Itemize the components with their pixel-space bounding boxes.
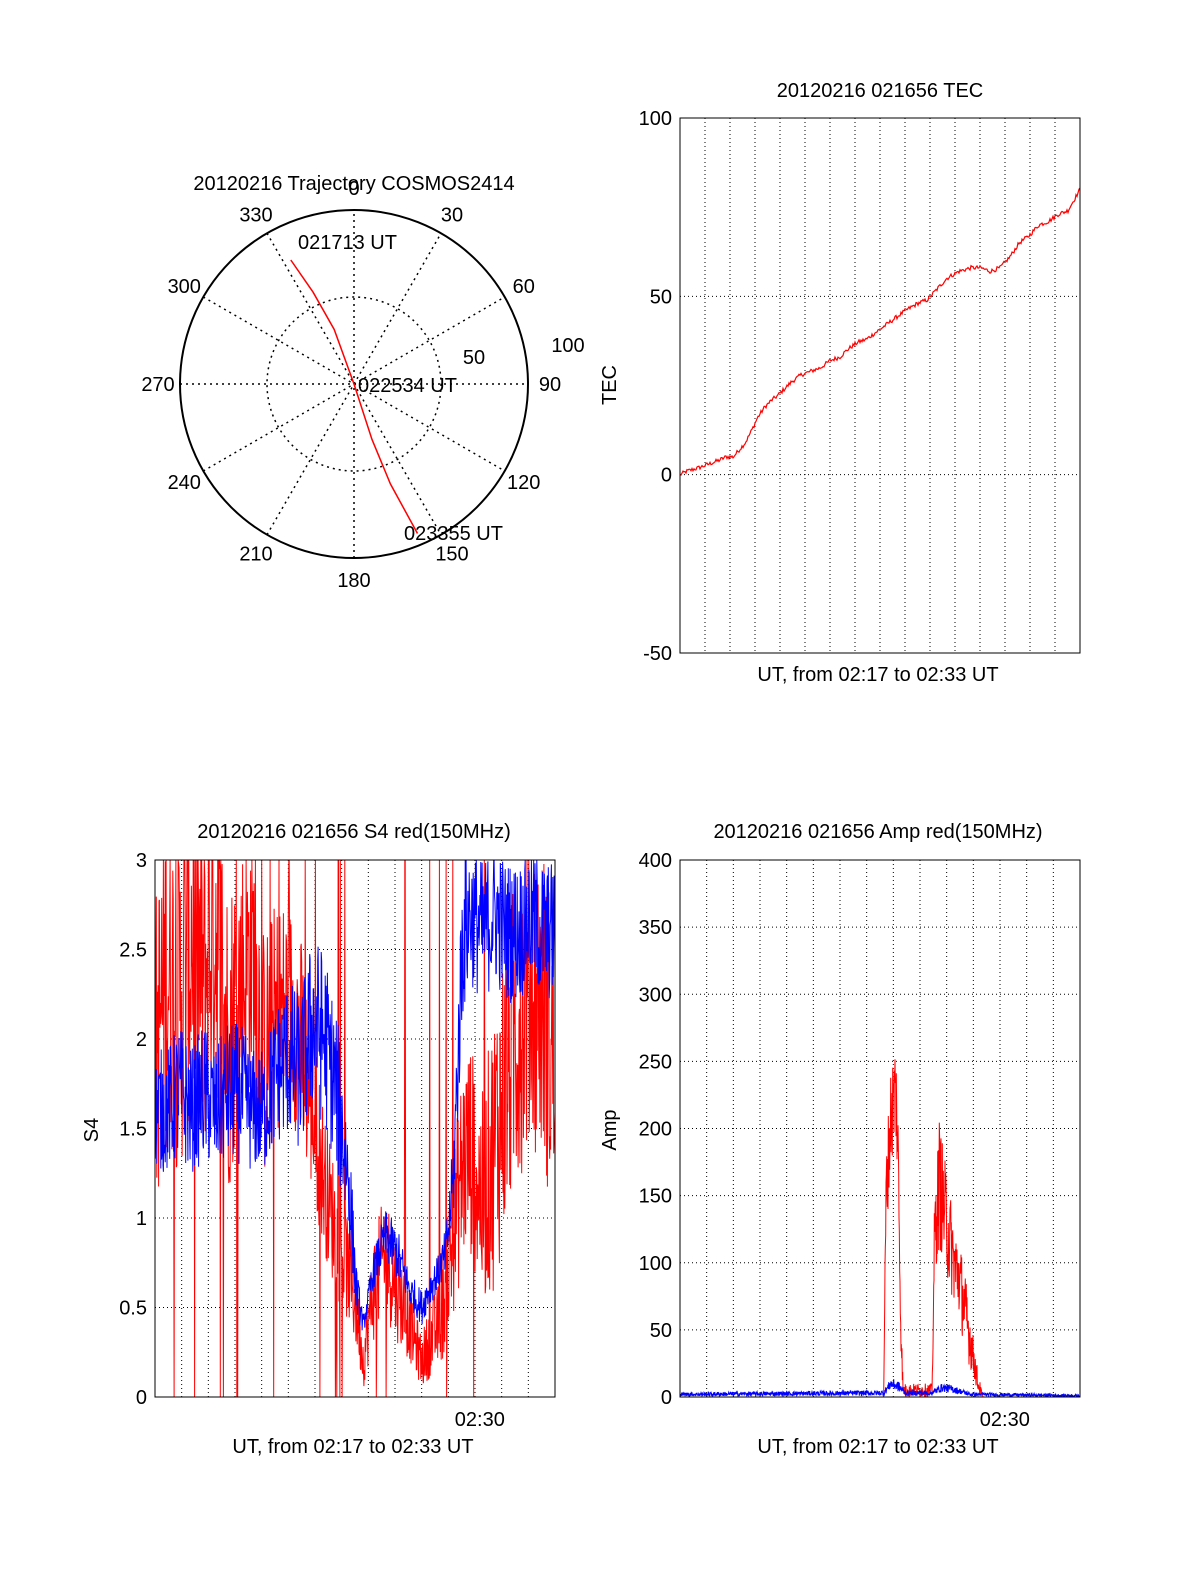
amp-y-tick-label: 0: [661, 1387, 672, 1409]
amp-grid: [680, 860, 1080, 1397]
s4-title: 20120216 021656 S4 red(150MHz): [197, 821, 511, 843]
amp-y-tick-label: 300: [639, 984, 672, 1006]
amp-y-tick-labels: 0 50 100 150 200 250 300 350 400: [639, 850, 672, 1409]
polar-angle-label: 30: [441, 204, 463, 226]
s4-series-line-blue: [155, 860, 555, 1331]
tec-y-axis-label: TEC: [599, 365, 621, 405]
amp-y-tick-label: 150: [639, 1186, 672, 1208]
s4-x-tick-label: 02:30: [455, 1409, 505, 1431]
s4-series: [155, 860, 555, 1397]
amp-series-line-blue: [680, 1379, 1080, 1397]
s4-y-tick-label: 3: [136, 850, 147, 872]
polar-angle-label: 270: [141, 374, 174, 396]
s4-y-tick-label: 0: [136, 1387, 147, 1409]
polar-angle-labels: 0 30 60 90 120 150 180 210 240 270 300 330: [141, 178, 561, 592]
polar-annotation-end: 023355 UT: [404, 523, 503, 545]
polar-angle-label: 330: [239, 204, 272, 226]
amp-y-tick-label: 400: [639, 850, 672, 872]
polar-angle-label: 210: [239, 544, 272, 566]
tec-y-tick-label: 100: [639, 108, 672, 130]
polar-radius-label-100: 100: [551, 335, 584, 357]
s4-y-tick-labels: 0 0.5 1 1.5 2 2.5 3: [119, 850, 147, 1409]
tec-y-tick-label: -50: [643, 643, 672, 665]
tec-y-tick-label: 0: [661, 465, 672, 487]
tec-series: [679, 187, 1081, 477]
tec-title: 20120216 021656 TEC: [777, 80, 983, 102]
amp-series-line-red: [680, 1059, 1080, 1397]
amp-frame: [679, 859, 1081, 1398]
polar-angle-label: 120: [507, 472, 540, 494]
polar-trajectory-line: [290, 259, 419, 534]
polar-angle-label: 150: [435, 544, 468, 566]
polar-angle-label: 180: [337, 570, 370, 592]
s4-y-tick-label: 2: [136, 1029, 147, 1051]
amp-y-tick-label: 250: [639, 1051, 672, 1073]
amp-x-tick-label: 02:30: [980, 1409, 1030, 1431]
polar-angle-label: 240: [168, 472, 201, 494]
tec-grid: [680, 118, 1080, 653]
amp-y-tick-label: 100: [639, 1253, 672, 1275]
s4-y-tick-label: 0.5: [119, 1298, 147, 1320]
polar-angle-label: 300: [168, 276, 201, 298]
tec-y-tick-labels: -50 0 50 100: [639, 108, 672, 665]
tec-series-line: [679, 187, 1081, 477]
polar-trajectory-plot: 20120216 Trajectory COSMOS2414 0 30 60 90 12…: [141, 173, 584, 592]
amp-series: [680, 1059, 1080, 1397]
tec-y-tick-label: 50: [650, 286, 672, 308]
amp-y-tick-label: 200: [639, 1119, 672, 1141]
polar-title: 20120216 Trajectory COSMOS2414: [193, 173, 514, 195]
amp-y-tick-label: 350: [639, 917, 672, 939]
s4-y-tick-label: 1: [136, 1208, 147, 1230]
polar-inner-circle: [266, 296, 442, 472]
amp-plot: 20120216 021656 Amp red(150MHz) 0 50 100 15…: [599, 821, 1081, 1458]
polar-angle-label: 90: [539, 374, 561, 396]
polar-radius-label-50: 50: [463, 347, 485, 369]
s4-x-axis-label: UT, from 02:17 to 02:33 UT: [232, 1436, 473, 1458]
amp-y-axis-label: Amp: [599, 1109, 621, 1150]
polar-annotation-mid: 022534 UT: [358, 375, 457, 397]
amp-title: 20120216 021656 Amp red(150MHz): [713, 821, 1042, 843]
amp-x-axis-label: UT, from 02:17 to 02:33 UT: [757, 1436, 998, 1458]
polar-annotation-start: 021713 UT: [298, 232, 397, 254]
polar-outer-circle: [179, 209, 529, 559]
polar-angle-label: 60: [513, 276, 535, 298]
polar-angle-label: 0: [348, 178, 359, 200]
s4-y-tick-label: 2.5: [119, 940, 147, 962]
tec-frame: [679, 117, 1081, 654]
amp-y-tick-label: 50: [650, 1320, 672, 1342]
s4-y-tick-label: 1.5: [119, 1119, 147, 1141]
tec-x-axis-label: UT, from 02:17 to 02:33 UT: [757, 664, 998, 686]
s4-frame: [154, 859, 556, 1398]
tec-plot: 20120216 021656 TEC -50 0 50 100 TEC UT, fr…: [599, 80, 1081, 686]
s4-y-axis-label: S4: [81, 1118, 103, 1142]
s4-plot: 20120216 021656 S4 red(150MHz) 0 0.5 1 1.5 2…: [81, 821, 556, 1458]
